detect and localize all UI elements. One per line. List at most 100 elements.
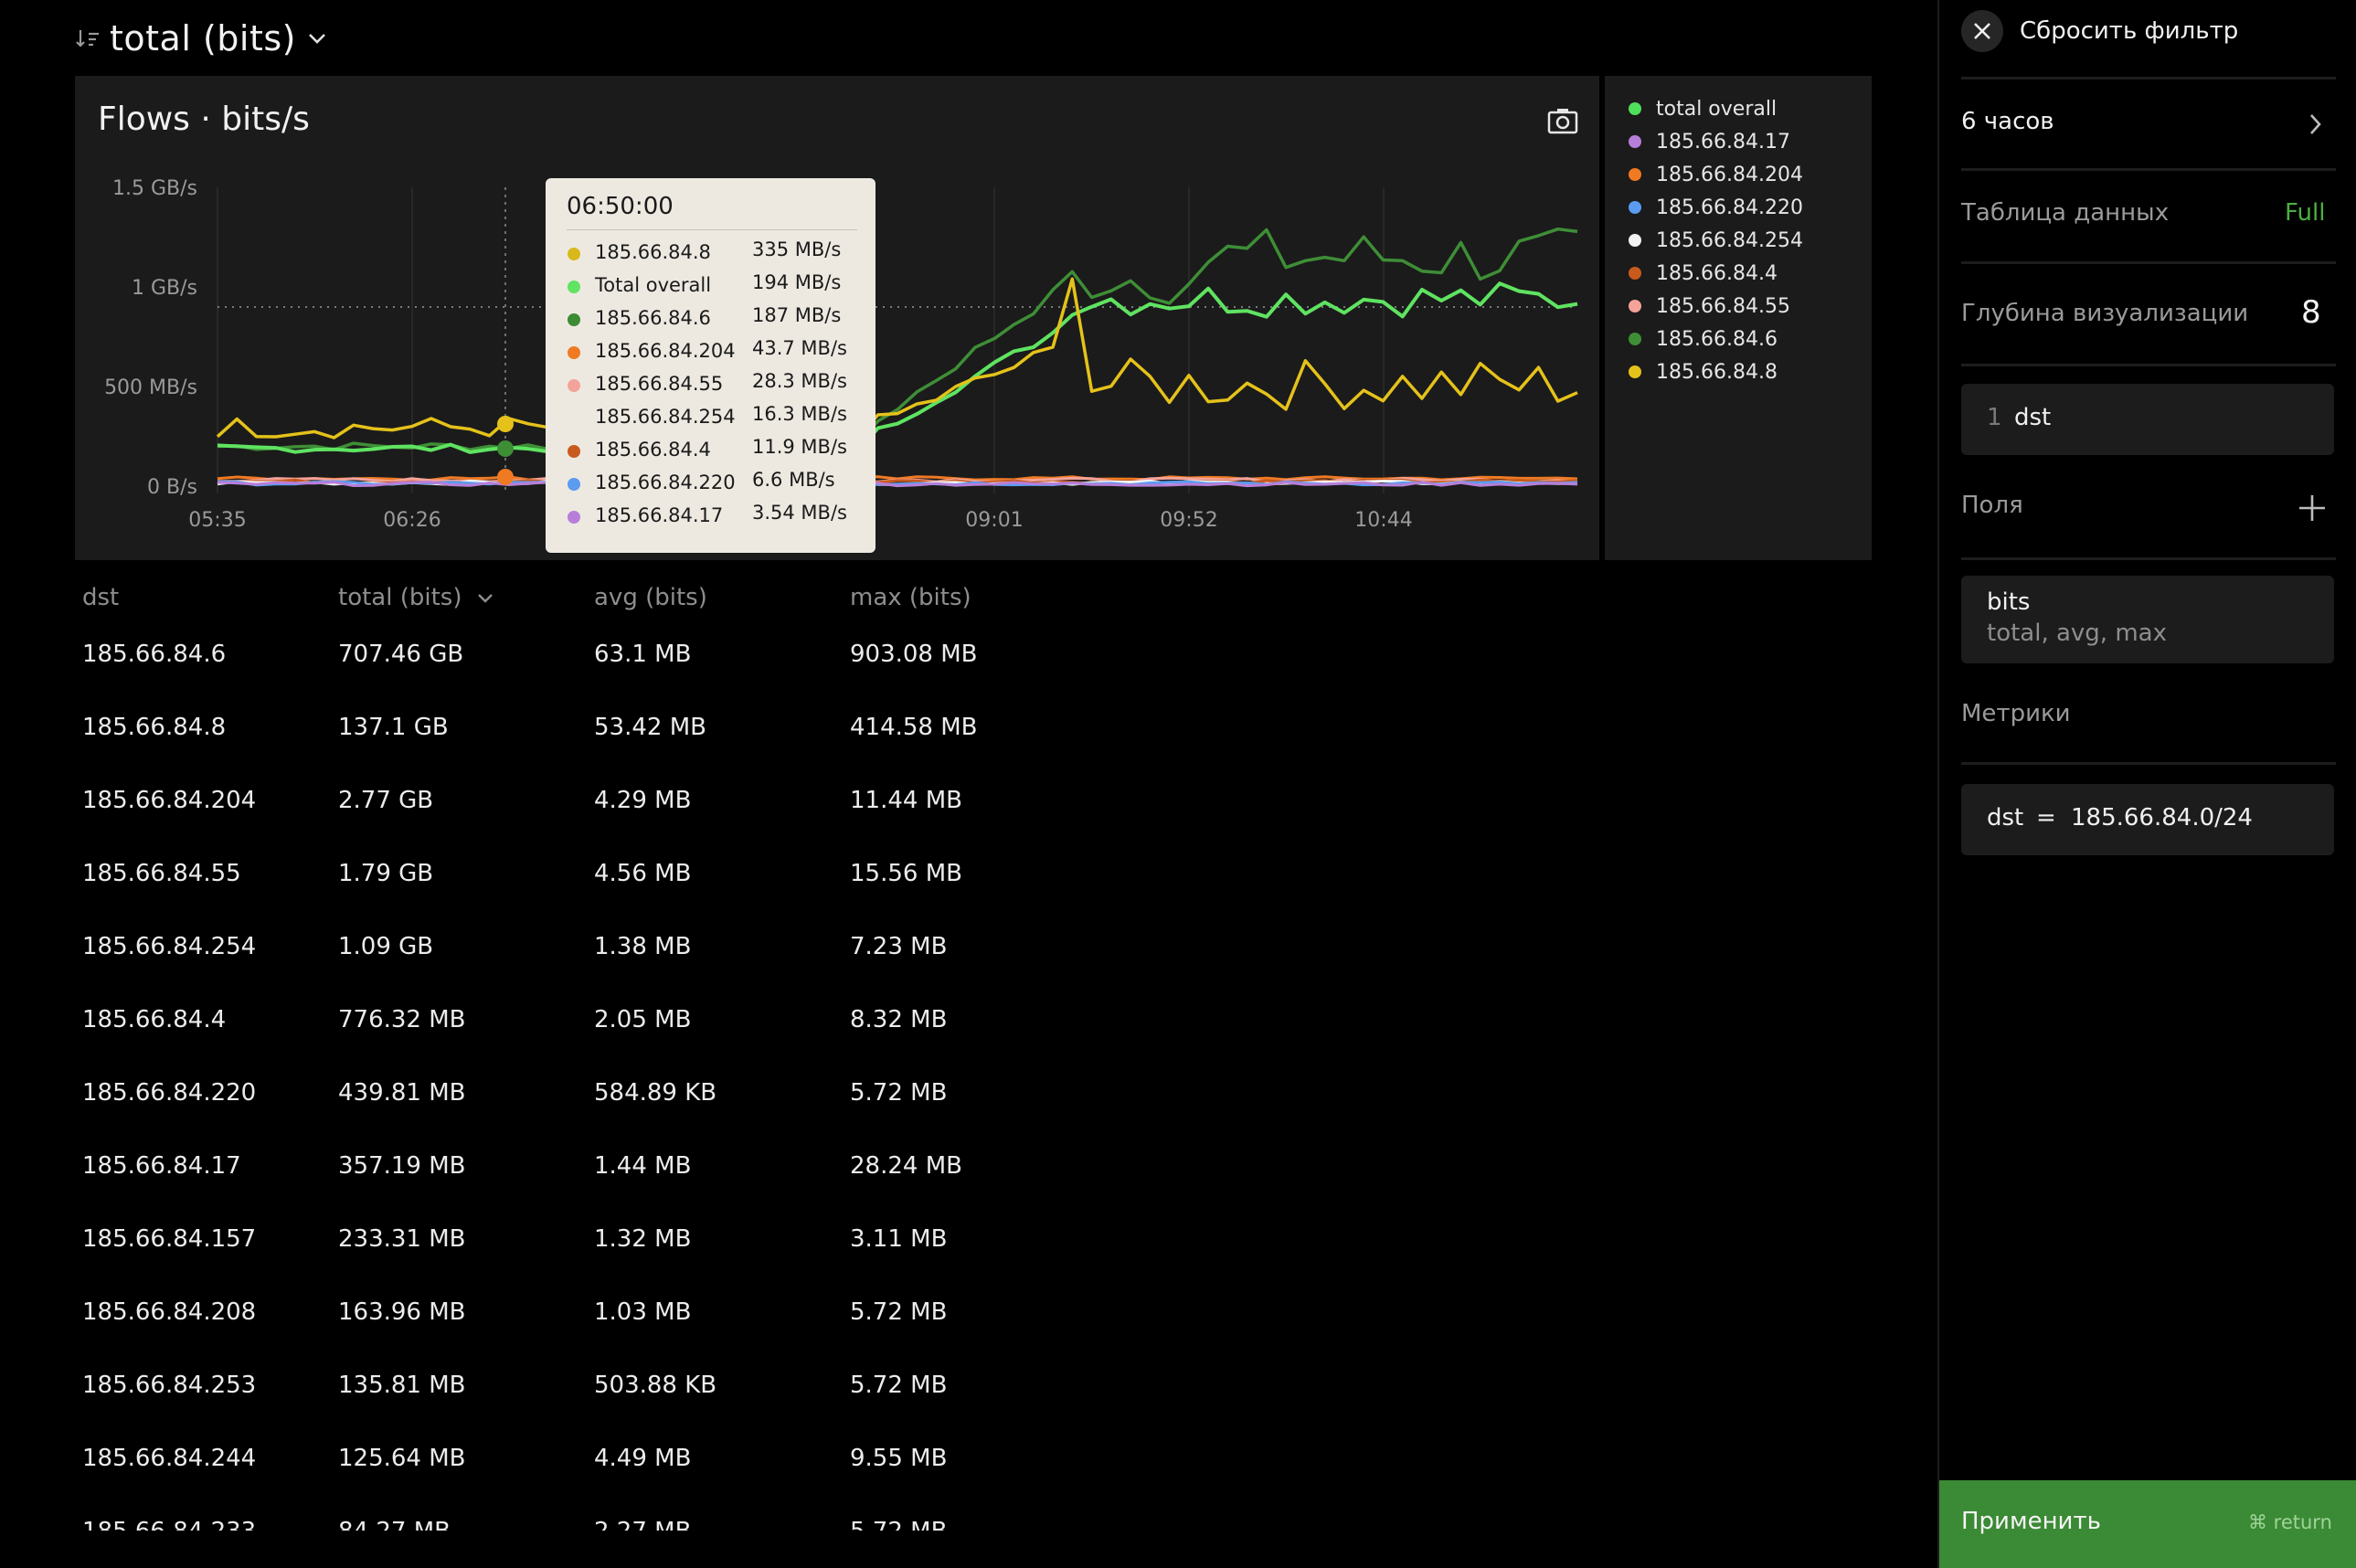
sidebar-divider — [1961, 168, 2336, 171]
legend-item[interactable]: 185.66.84.254 — [1629, 227, 1803, 254]
tooltip-series-name: 185.66.84.4 — [595, 439, 711, 461]
reset-filter-button[interactable]: Сбросить фильтр — [1961, 9, 2238, 53]
column-header-dst[interactable]: dst — [82, 584, 120, 611]
tooltip-dot — [568, 412, 580, 425]
cell-dst[interactable]: 185.66.84.233 — [82, 1518, 256, 1531]
cell-max: 7.23 MB — [850, 933, 948, 960]
data-table-value[interactable]: Full — [2285, 199, 2326, 227]
legend-item[interactable]: 185.66.84.4 — [1629, 260, 1778, 287]
cell-dst[interactable]: 185.66.84.6 — [82, 641, 227, 668]
legend-item[interactable]: 185.66.84.220 — [1629, 194, 1803, 221]
sort-title: total (bits) — [110, 18, 296, 58]
x-axis-tick-label: 10:44 — [1354, 509, 1412, 532]
legend-item[interactable]: 185.66.84.17 — [1629, 128, 1790, 155]
cell-total: 1.79 GB — [338, 860, 434, 887]
tooltip-time: 06:50:00 — [567, 193, 674, 220]
filter-item[interactable]: dst = 185.66.84.0/24 — [1961, 784, 2334, 855]
tooltip-row: 185.66.84.55 28.3 MB/s — [568, 368, 860, 399]
legend-item[interactable]: 185.66.84.8 — [1629, 358, 1778, 386]
tooltip-dot — [568, 511, 580, 524]
data-table: dst total (bits) avg (bits) max (bits) 1… — [82, 580, 1088, 1531]
column-header-total-label: total (bits) — [338, 584, 462, 611]
tooltip-dot — [568, 248, 580, 260]
cell-dst[interactable]: 185.66.84.220 — [82, 1079, 257, 1107]
cell-dst[interactable]: 185.66.84.55 — [82, 860, 241, 887]
cell-dst[interactable]: 185.66.84.204 — [82, 787, 257, 814]
fields-label: Поля — [1961, 492, 2023, 519]
legend-label: 185.66.84.220 — [1656, 196, 1803, 219]
cell-dst[interactable]: 185.66.84.4 — [82, 1006, 227, 1033]
tooltip-row: 185.66.84.6 187 MB/s — [568, 302, 860, 334]
legend-dot — [1629, 102, 1641, 115]
cell-avg: 584.89 KB — [594, 1079, 717, 1107]
legend-dot — [1629, 267, 1641, 280]
cell-total: 357.19 MB — [338, 1152, 466, 1180]
chart-legend-panel — [1605, 76, 1872, 560]
sidebar-divider — [1961, 261, 2336, 264]
cell-max: 9.55 MB — [850, 1445, 948, 1472]
tooltip-series-value: 16.3 MB/s — [752, 403, 847, 425]
chevron-down-icon — [477, 593, 493, 603]
field-name: bits — [1987, 588, 2031, 616]
time-range-selector[interactable]: 6 часов — [1961, 101, 2336, 146]
camera-icon[interactable] — [1546, 106, 1579, 135]
cell-dst[interactable]: 185.66.84.253 — [82, 1372, 257, 1399]
column-header-max[interactable]: max (bits) — [850, 584, 971, 611]
cell-dst[interactable]: 185.66.84.157 — [82, 1225, 257, 1253]
field-aggregations: total, avg, max — [1987, 620, 2167, 647]
dimension-item[interactable]: 1 dst — [1961, 384, 2334, 455]
cell-avg: 503.88 KB — [594, 1372, 717, 1399]
tooltip-series-name: 185.66.84.204 — [595, 340, 736, 362]
cell-avg: 4.56 MB — [594, 860, 692, 887]
close-icon — [1961, 10, 2003, 52]
legend-item[interactable]: 185.66.84.6 — [1629, 325, 1778, 353]
chevron-right-icon — [2310, 114, 2321, 134]
cell-dst[interactable]: 185.66.84.244 — [82, 1445, 257, 1472]
tooltip-row: 185.66.84.220 6.6 MB/s — [568, 467, 860, 498]
chevron-down-icon — [305, 29, 329, 48]
tooltip-series-value: 6.6 MB/s — [752, 469, 835, 491]
cell-dst[interactable]: 185.66.84.17 — [82, 1152, 241, 1180]
cell-avg: 53.42 MB — [594, 714, 706, 741]
tooltip-series-value: 11.9 MB/s — [752, 436, 847, 458]
sidebar-divider — [1961, 364, 2336, 366]
cell-dst[interactable]: 185.66.84.254 — [82, 933, 257, 960]
cell-avg: 2.27 MB — [594, 1518, 691, 1531]
cell-total: 707.46 GB — [338, 641, 464, 668]
field-item[interactable]: bits total, avg, max — [1961, 576, 2334, 663]
visualization-depth-value[interactable]: 8 — [2301, 294, 2321, 331]
tooltip-row: 185.66.84.8 335 MB/s — [568, 237, 860, 268]
apply-button[interactable]: Применить ⌘ return — [1939, 1480, 2356, 1568]
cell-dst[interactable]: 185.66.84.8 — [82, 714, 227, 741]
cell-avg: 2.05 MB — [594, 1006, 692, 1033]
cell-dst[interactable]: 185.66.84.208 — [82, 1298, 257, 1326]
x-axis-tick-label: 09:01 — [965, 509, 1023, 532]
legend-item[interactable]: 185.66.84.55 — [1629, 292, 1790, 320]
cell-total: 84.27 MB — [338, 1518, 451, 1531]
legend-label: 185.66.84.4 — [1656, 261, 1778, 285]
cell-total: 439.81 MB — [338, 1079, 466, 1107]
hover-point — [497, 469, 514, 485]
tooltip-dot — [568, 379, 580, 392]
cell-avg: 1.38 MB — [594, 933, 692, 960]
sort-selector[interactable]: total (bits) — [75, 13, 329, 64]
dimension-name: dst — [2014, 404, 2052, 431]
tooltip-row: Total overall 194 MB/s — [568, 270, 860, 301]
flows-chart: 1.5 GB/s 1 GB/s 500 MB/s 0 B/s 05:35 06:26 09:… — [104, 177, 1578, 532]
tooltip-series-value: 28.3 MB/s — [752, 370, 847, 392]
add-field-icon[interactable] — [2298, 493, 2327, 523]
tooltip-dot — [568, 281, 580, 293]
series-line-185-66-84-6 — [217, 227, 1578, 452]
x-axis-tick-label: 06:26 — [383, 509, 440, 532]
legend-label: 185.66.84.8 — [1656, 360, 1778, 384]
cell-max: 5.72 MB — [850, 1372, 948, 1399]
column-header-total[interactable]: total (bits) — [338, 584, 495, 611]
legend-item[interactable]: 185.66.84.204 — [1629, 161, 1803, 188]
cell-max: 5.72 MB — [850, 1079, 948, 1107]
reset-filter-label: Сбросить фильтр — [2020, 17, 2239, 45]
filter-key: dst — [1987, 804, 2024, 832]
column-header-avg[interactable]: avg (bits) — [594, 584, 707, 611]
hover-point — [497, 416, 514, 432]
cell-max: 3.11 MB — [850, 1225, 948, 1253]
legend-item[interactable]: total overall — [1629, 95, 1777, 122]
